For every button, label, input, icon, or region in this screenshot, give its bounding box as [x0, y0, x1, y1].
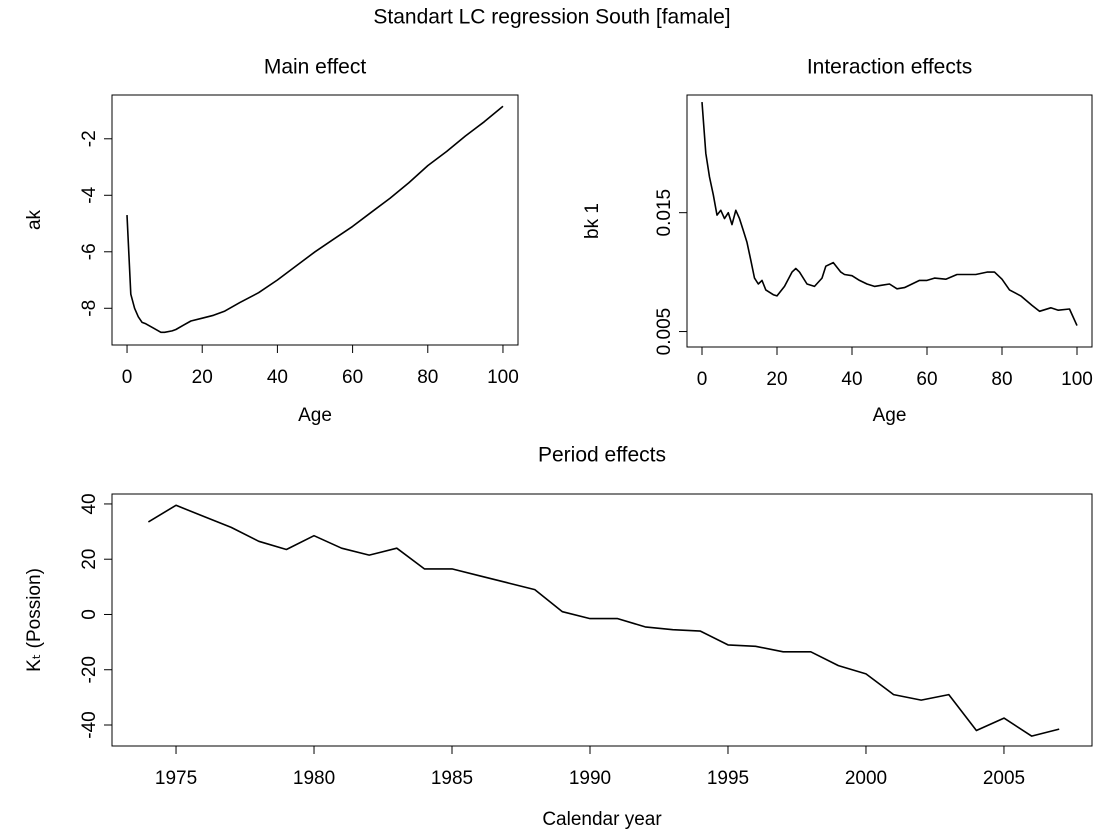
figure-title: Standart LC regression South [famale]	[373, 6, 730, 29]
x-tick-label: 40	[267, 367, 288, 388]
y-tick-label: 0.015	[654, 189, 675, 237]
x-tick-label: 20	[766, 369, 787, 390]
x-tick-label: 2000	[845, 768, 887, 789]
x-tick-label: 40	[841, 369, 862, 390]
x-tick-label: 60	[916, 369, 937, 390]
x-axis-label: Calendar year	[542, 809, 662, 830]
x-tick-label: 1975	[155, 768, 197, 789]
y-tick-label: 0	[79, 609, 100, 620]
y-axis-label: ak	[24, 209, 45, 230]
y-tick-label: 20	[79, 549, 100, 570]
x-tick-label: 80	[991, 369, 1012, 390]
x-tick-label: 1990	[569, 768, 611, 789]
x-tick-label: 60	[342, 367, 363, 388]
plot-frame	[111, 493, 1093, 747]
panel-title: Main effect	[264, 56, 366, 79]
y-tick-label: 40	[79, 493, 100, 514]
x-tick-label: 1980	[293, 768, 335, 789]
x-tick-label: 0	[697, 369, 708, 390]
x-axis-label: Age	[298, 405, 332, 426]
plot-frame	[111, 94, 519, 346]
y-axis-label: bk 1	[582, 203, 603, 239]
data-line	[126, 105, 504, 334]
x-tick-label: 0	[122, 367, 133, 388]
panel-title: Period effects	[538, 444, 666, 467]
y-tick-label: 0.005	[654, 308, 675, 356]
data-line	[701, 102, 1078, 326]
plot-frame	[686, 94, 1093, 348]
x-tick-label: 20	[192, 367, 213, 388]
x-tick-label: 1985	[431, 768, 473, 789]
data-line	[147, 504, 1060, 737]
panel-title: Interaction effects	[807, 56, 972, 79]
y-tick-label: -20	[79, 656, 100, 683]
x-axis-label: Age	[873, 405, 907, 426]
x-tick-label: 1995	[707, 768, 749, 789]
x-tick-label: 100	[487, 367, 519, 388]
y-tick-label: -6	[79, 243, 100, 260]
x-tick-label: 100	[1061, 369, 1093, 390]
y-tick-label: -2	[79, 130, 100, 147]
y-tick-label: -8	[79, 300, 100, 317]
y-tick-label: -40	[79, 711, 100, 738]
x-tick-label: 2005	[983, 768, 1025, 789]
y-tick-label: -4	[79, 186, 100, 203]
x-tick-label: 80	[417, 367, 438, 388]
y-axis-label: Kₜ (Possion)	[24, 568, 45, 672]
